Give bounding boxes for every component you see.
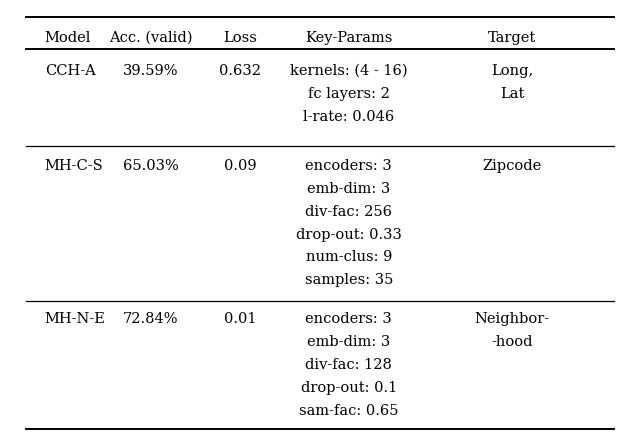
Text: sam-fac: 0.65: sam-fac: 0.65	[299, 404, 399, 418]
Text: Neighbor-: Neighbor-	[474, 312, 550, 326]
Text: Model: Model	[45, 31, 91, 45]
Text: num-clus: 9: num-clus: 9	[306, 250, 392, 265]
Text: emb-dim: 3: emb-dim: 3	[307, 182, 390, 196]
Text: 39.59%: 39.59%	[123, 64, 178, 78]
Text: MH-C-S: MH-C-S	[45, 159, 104, 173]
Text: 65.03%: 65.03%	[122, 159, 179, 173]
Text: -hood: -hood	[492, 335, 532, 349]
Text: CCH-A: CCH-A	[45, 64, 95, 78]
Text: Key-Params: Key-Params	[305, 31, 392, 45]
Text: Acc. (valid): Acc. (valid)	[109, 31, 192, 45]
Text: kernels: (4 - 16): kernels: (4 - 16)	[290, 64, 408, 78]
Text: 0.632: 0.632	[219, 64, 261, 78]
Text: MH-N-E: MH-N-E	[45, 312, 106, 326]
Text: Loss: Loss	[223, 31, 257, 45]
Text: 72.84%: 72.84%	[123, 312, 178, 326]
Text: 0.01: 0.01	[224, 312, 256, 326]
Text: div-fac: 256: div-fac: 256	[305, 205, 392, 219]
Text: drop-out: 0.33: drop-out: 0.33	[296, 228, 402, 242]
Text: Zipcode: Zipcode	[483, 159, 541, 173]
Text: encoders: 3: encoders: 3	[305, 159, 392, 173]
Text: Target: Target	[488, 31, 536, 45]
Text: drop-out: 0.1: drop-out: 0.1	[301, 381, 397, 395]
Text: div-fac: 128: div-fac: 128	[305, 358, 392, 372]
Text: Long,: Long,	[491, 64, 533, 78]
Text: Lat: Lat	[500, 87, 524, 101]
Text: 0.09: 0.09	[224, 159, 256, 173]
Text: l-rate: 0.046: l-rate: 0.046	[303, 110, 394, 124]
Text: fc layers: 2: fc layers: 2	[308, 87, 390, 101]
Text: encoders: 3: encoders: 3	[305, 312, 392, 326]
Text: emb-dim: 3: emb-dim: 3	[307, 335, 390, 349]
Text: samples: 35: samples: 35	[305, 273, 393, 288]
